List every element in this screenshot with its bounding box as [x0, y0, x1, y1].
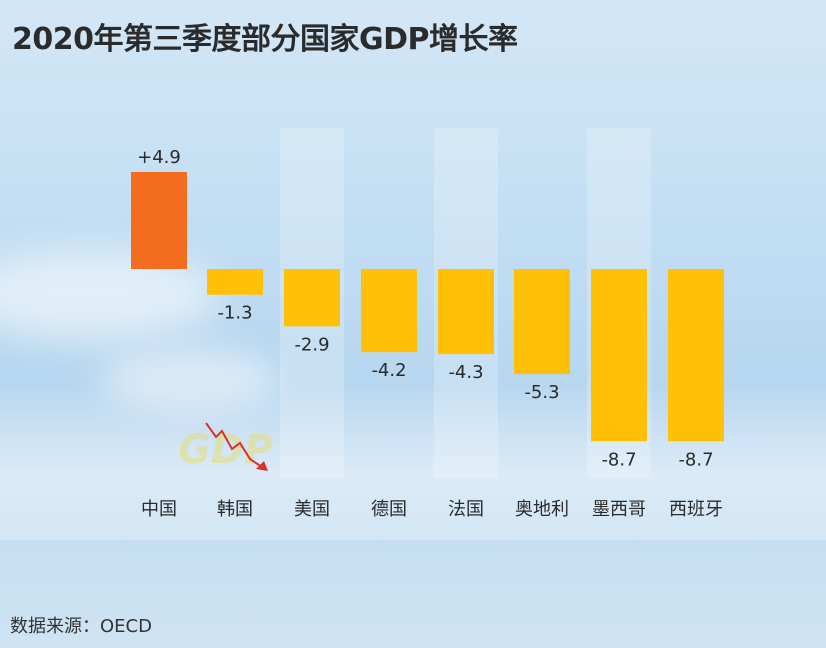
- bar-墨西哥: [591, 269, 647, 442]
- category-label: 德国: [371, 499, 407, 520]
- category-label: 美国: [294, 499, 330, 520]
- category-label: 法国: [448, 499, 484, 520]
- data-label: -8.7: [678, 449, 713, 470]
- trend-arrowhead-icon: [256, 461, 268, 471]
- bar-中国: [131, 171, 187, 269]
- bar-法国: [438, 269, 494, 355]
- gdp-watermark-text: GDP: [178, 427, 273, 473]
- bar-西班牙: [668, 269, 724, 442]
- bar-韩国: [207, 269, 263, 295]
- background-cloud: [100, 350, 280, 410]
- data-label: -8.7: [601, 449, 636, 470]
- category-label: 奥地利: [515, 499, 569, 520]
- category-label: 中国: [141, 499, 177, 520]
- data-label: -2.9: [294, 334, 329, 355]
- data-label: -4.3: [448, 362, 483, 383]
- bar-美国: [284, 269, 340, 327]
- category-label: 墨西哥: [592, 499, 646, 520]
- gdp-decoration-icon: GDP: [178, 422, 273, 473]
- data-source: 数据来源：OECD: [10, 616, 152, 637]
- chart-title: 2020年第三季度部分国家GDP增长率: [12, 22, 518, 57]
- data-label: -5.3: [524, 382, 559, 403]
- category-label: 西班牙: [669, 499, 723, 520]
- data-label: +4.9: [137, 147, 181, 168]
- data-label: -1.3: [217, 303, 252, 324]
- downward-trend-line: [205, 422, 263, 468]
- bar-德国: [361, 269, 417, 353]
- data-label: -4.2: [371, 360, 406, 381]
- category-label: 韩国: [217, 499, 253, 520]
- bar-奥地利: [514, 269, 570, 374]
